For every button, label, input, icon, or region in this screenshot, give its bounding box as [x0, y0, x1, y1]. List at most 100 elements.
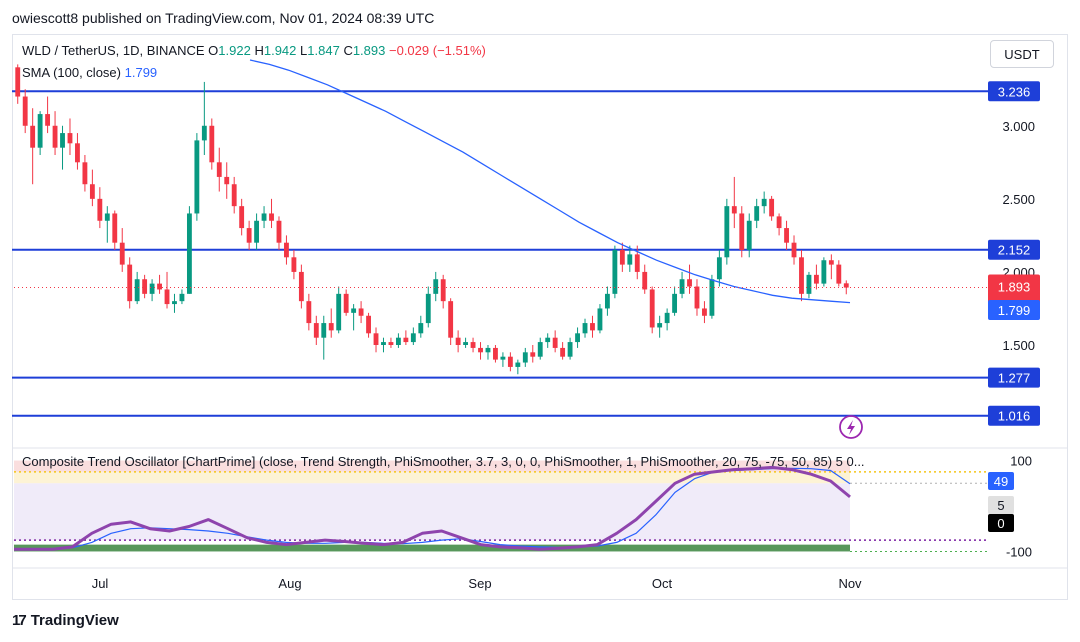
osc-upper-band [14, 471, 850, 484]
candle-body [642, 271, 648, 290]
candle-body [82, 162, 88, 185]
candle-body [30, 125, 36, 148]
candle-body [366, 315, 371, 334]
x-tick-label: Oct [652, 576, 673, 591]
sma-badge [988, 300, 1040, 320]
candle-body [194, 140, 200, 214]
candle-body [813, 274, 819, 284]
candle-body [127, 264, 133, 302]
candle-body [687, 279, 692, 287]
candle-body [448, 301, 454, 338]
change-value: −0.029 (−1.51%) [389, 43, 486, 58]
candle-body [567, 342, 573, 357]
candle-body [418, 323, 424, 334]
level-badge [988, 81, 1040, 102]
osc-mid-band [14, 483, 850, 541]
candle-body [470, 342, 476, 348]
candle-body [343, 293, 349, 313]
level-badge [988, 367, 1040, 388]
sma-legend[interactable]: SMA (100, close) 1.799 [22, 65, 157, 80]
candle-body [821, 260, 827, 284]
osc-bottom-band [14, 544, 850, 552]
high-label: H [254, 43, 264, 58]
candle-body [336, 293, 342, 331]
candle-body [537, 342, 543, 357]
candle-body [89, 184, 95, 199]
last-price-badge-label: 1.893 [998, 280, 1031, 295]
candle-body [515, 362, 521, 367]
candle-body [254, 220, 260, 243]
oscillator-legend[interactable]: Composite Trend Oscillator [ChartPrime] … [22, 454, 865, 469]
candle-body [649, 289, 655, 328]
candle-body [731, 206, 737, 214]
candle-body [530, 352, 536, 357]
candle-body [425, 293, 431, 324]
candle-body [791, 242, 797, 258]
candle-body [15, 67, 21, 97]
y-tick-label: 2.500 [1002, 192, 1035, 207]
candle-body [276, 220, 282, 243]
candle-body [306, 301, 312, 324]
candle-body [582, 323, 588, 334]
x-tick-label: Jul [92, 576, 109, 591]
candle-body [37, 114, 43, 148]
candle-body [679, 279, 685, 294]
candle-body [828, 260, 834, 265]
candle-body [97, 198, 103, 221]
sma-value: 1.799 [124, 65, 158, 80]
candle-body [799, 257, 804, 294]
candle-body [634, 254, 640, 272]
candle-body [209, 125, 215, 163]
candle-body [172, 301, 177, 305]
candle-body [186, 213, 192, 294]
candle-body [612, 250, 618, 294]
ohlc-legend: WLD / TetherUS, 1D, BINANCE O1.922 H1.94… [22, 43, 486, 58]
low-label: L [300, 43, 308, 58]
high-value: 1.942 [263, 43, 297, 58]
candle-body [216, 162, 222, 177]
candle-body [112, 213, 118, 243]
low-value: 1.847 [307, 43, 340, 58]
candle-body [134, 279, 140, 302]
close-value: 1.893 [352, 43, 386, 58]
candle-body [358, 308, 364, 316]
candle-body [239, 206, 245, 229]
candle-body [119, 242, 125, 265]
y-tick-label: 1.500 [1002, 338, 1035, 353]
candle-body [545, 337, 551, 343]
osc-badge-label: 49 [994, 474, 1008, 489]
candle-body [403, 337, 409, 343]
candle-body [500, 356, 506, 360]
candle-body [269, 213, 274, 221]
candle-body [351, 308, 357, 313]
sma-line [249, 59, 851, 304]
candle-body [493, 347, 498, 360]
candle-body [440, 279, 446, 302]
osc-fast-line [14, 465, 851, 551]
x-tick-label: Nov [838, 576, 862, 591]
candle-body [702, 308, 707, 316]
candle-body [843, 283, 849, 288]
candle-body [104, 213, 110, 221]
candle-body [22, 96, 28, 126]
candle-body [433, 279, 439, 294]
candle-body [478, 347, 483, 353]
candle-body [709, 279, 715, 316]
candle-body [604, 293, 610, 309]
candle-body [627, 254, 633, 265]
level-badge-label: 3.236 [998, 84, 1031, 99]
candle-body [657, 323, 663, 328]
candle-body [485, 347, 491, 353]
candle-body [388, 342, 394, 345]
osc-y-tick-label: 100 [1010, 454, 1032, 469]
footer-brand[interactable]: 17 TradingView [12, 612, 119, 629]
candle-body [455, 337, 461, 345]
candle-body [836, 264, 842, 284]
symbol-label[interactable]: WLD / TetherUS, 1D, BINANCE [22, 43, 205, 58]
currency-button[interactable]: USDT [990, 40, 1054, 68]
candle-body [463, 342, 469, 345]
osc-badge [988, 496, 1014, 514]
level-badge-label: 1.277 [998, 371, 1031, 386]
candle-body [373, 333, 379, 345]
